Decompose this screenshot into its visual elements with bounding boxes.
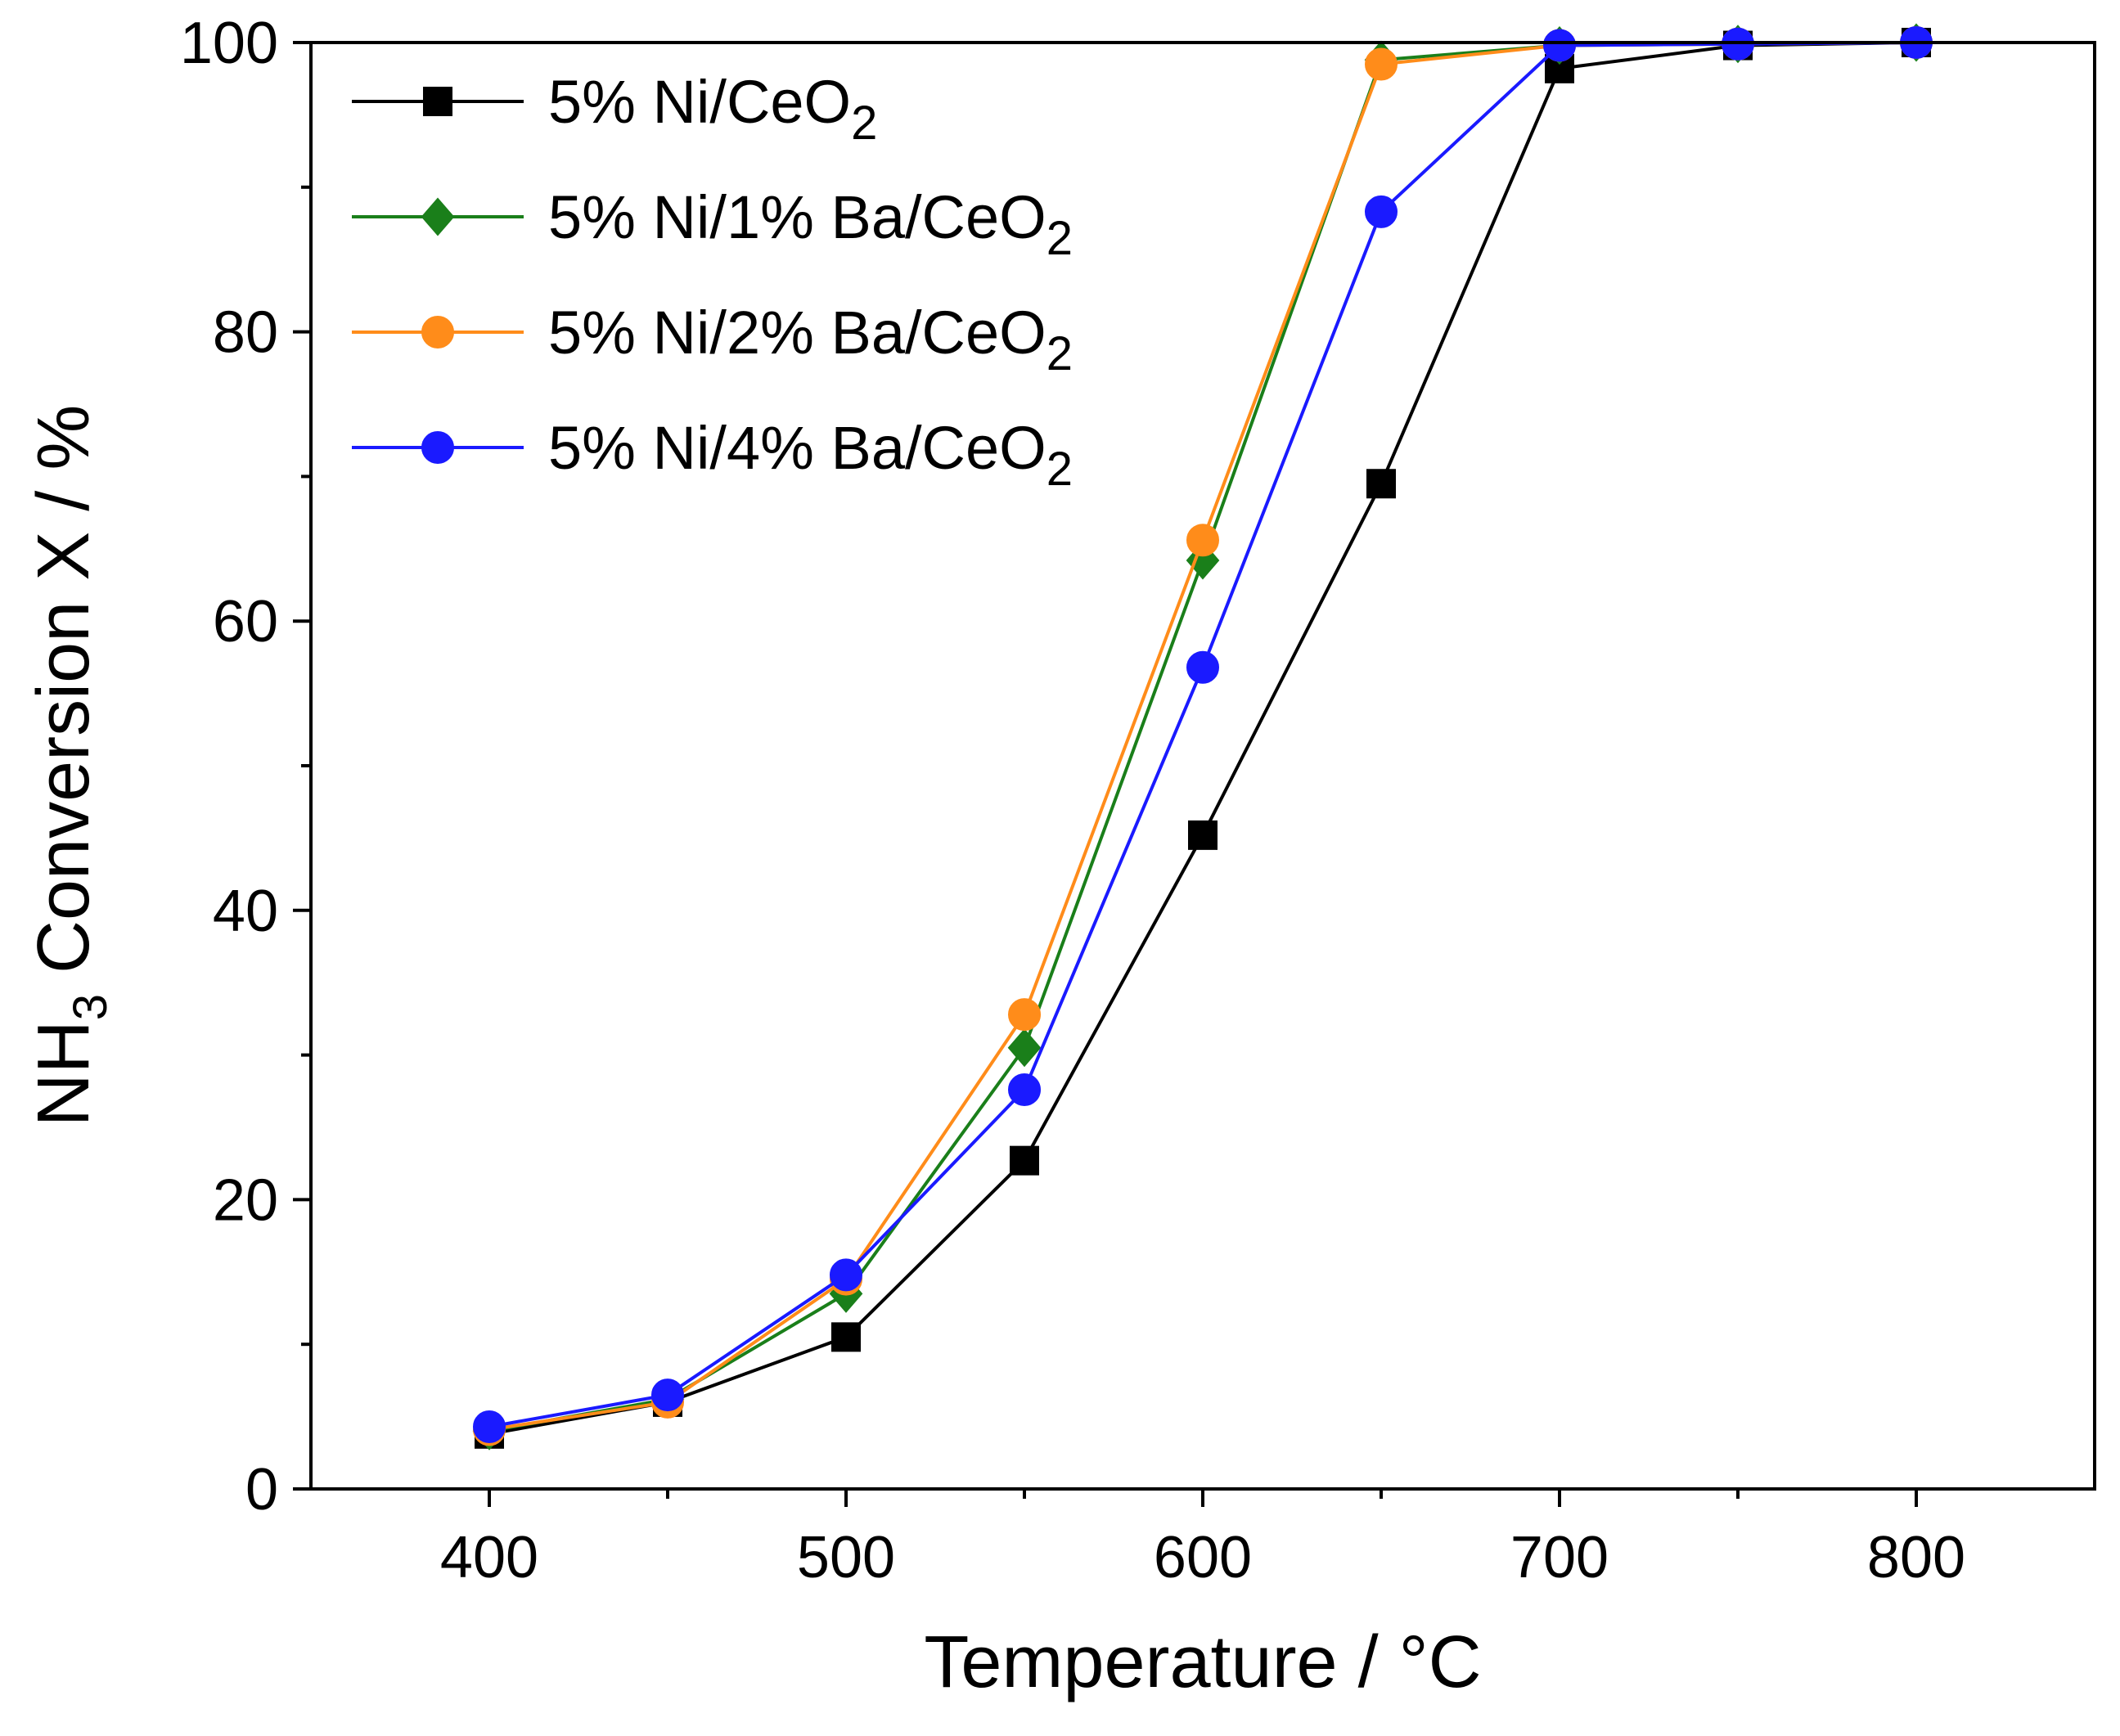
legend-entry-2: 5% Ni/1% Ba/CeO2: [352, 183, 1073, 265]
legend-label: 5% Ni/1% Ba/CeO2: [548, 183, 1073, 265]
y-axis-title-subscript: 3: [64, 994, 117, 1020]
data-point: [1010, 1145, 1039, 1176]
axis-ticks: 400 500 600 700 800 0 20 40 60 80 100: [180, 11, 1965, 1590]
x-tick-label: 700: [1510, 1525, 1609, 1590]
y-axis-title: NH3 Conversion X / %: [23, 405, 117, 1127]
legend-label-subscript: 2: [1046, 212, 1073, 265]
data-point: [651, 1378, 684, 1412]
y-tick-label: 100: [180, 11, 278, 76]
y-tick-label: 20: [213, 1167, 278, 1233]
data-point: [1543, 29, 1576, 62]
legend-label-main: 5% Ni/2% Ba/CeO: [548, 299, 1046, 367]
data-point: [473, 1410, 506, 1443]
data-point: [1008, 1073, 1041, 1107]
x-tick-label: 500: [797, 1525, 895, 1590]
data-point: [1365, 195, 1398, 228]
y-axis-title-suffix: Conversion X / %: [23, 405, 105, 994]
legend-label-main: 5% Ni/4% Ba/CeO: [548, 414, 1046, 482]
legend-entry-1: 5% Ni/CeO2: [352, 68, 877, 150]
data-point: [1365, 47, 1398, 81]
legend-marker: [421, 197, 455, 236]
legend-label-main: 5% Ni/1% Ba/CeO: [548, 183, 1046, 251]
data-point: [1007, 1028, 1042, 1068]
legend-marker: [421, 316, 454, 349]
legend-entry-3: 5% Ni/2% Ba/CeO2: [352, 299, 1073, 380]
data-point: [830, 1258, 862, 1292]
legend-entry-4: 5% Ni/4% Ba/CeO2: [352, 414, 1073, 496]
x-axis-title: Temperature / °C: [924, 1621, 1481, 1703]
data-point: [1008, 998, 1041, 1032]
data-point: [1186, 524, 1219, 557]
y-axis-title-prefix: NH: [23, 1020, 105, 1127]
legend-label-subscript: 2: [1046, 327, 1073, 380]
y-tick-label: 0: [245, 1457, 278, 1522]
data-point: [831, 1322, 861, 1352]
legend-label-subscript: 2: [1046, 443, 1073, 496]
y-tick-label: 80: [213, 300, 278, 366]
legend-marker: [423, 87, 452, 116]
series-layer: [472, 23, 1933, 1450]
x-tick-label: 400: [440, 1525, 538, 1590]
legend-marker: [421, 431, 454, 464]
data-point: [1186, 650, 1219, 684]
data-point: [1366, 469, 1396, 499]
y-tick-label: 60: [213, 589, 278, 654]
legend-label-subscript: 2: [851, 97, 877, 150]
legend-label: 5% Ni/4% Ba/CeO2: [548, 414, 1073, 496]
y-tick-label: 40: [213, 879, 278, 944]
legend-label-main: 5% Ni/CeO: [548, 68, 851, 136]
x-tick-label: 800: [1867, 1525, 1965, 1590]
legend-label: 5% Ni/2% Ba/CeO2: [548, 299, 1073, 380]
data-point: [1188, 820, 1218, 850]
legend-label: 5% Ni/CeO2: [548, 68, 877, 150]
x-tick-label: 600: [1154, 1525, 1252, 1590]
plot-frame: [309, 41, 2096, 1491]
